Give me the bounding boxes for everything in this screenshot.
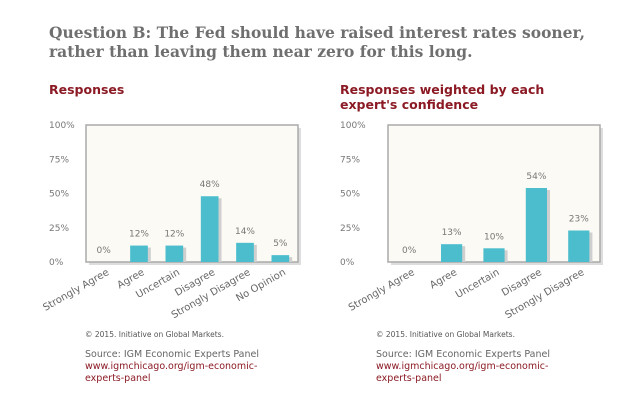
y-tick-label: 25%: [340, 224, 360, 234]
source-text: Source: IGM Economic Experts Panel: [376, 349, 550, 360]
data-label: 12%: [129, 230, 149, 240]
bar-disagree: [200, 196, 219, 262]
copyright-left: © 2015. Initiative on Global Markets.: [85, 330, 224, 339]
data-label: 54%: [526, 172, 546, 182]
source-link[interactable]: experts-panel: [376, 373, 442, 384]
bar-strongly-disagree: [236, 242, 254, 262]
x-tick-label: Agree: [428, 267, 459, 291]
x-tick-label: Strongly Agree: [41, 267, 111, 314]
source-link[interactable]: experts-panel: [85, 373, 151, 384]
data-label: 48%: [200, 180, 220, 190]
x-tick-label: Strongly Agree: [347, 267, 417, 314]
bar-agree: [130, 245, 148, 262]
bar-uncertain: [483, 248, 505, 262]
source-link[interactable]: www.igmchicago.org/igm-economic-: [85, 361, 258, 372]
x-tick-label: Strongly Disagree: [504, 267, 587, 321]
y-tick-label: 100%: [49, 121, 75, 131]
bar-strongly-disagree: [568, 230, 590, 262]
x-tick-label: Uncertain: [454, 267, 502, 301]
chart-title-responses: Responses: [49, 82, 125, 97]
data-label: 13%: [442, 228, 462, 238]
plot-area: [387, 124, 601, 263]
y-tick-label: 50%: [340, 190, 360, 200]
bar-no-opinion: [271, 255, 290, 262]
bar-agree: [441, 244, 463, 262]
copyright-right: © 2015. Initiative on Global Markets.: [376, 330, 515, 339]
data-label: 23%: [569, 214, 589, 224]
y-tick-label: 75%: [49, 155, 69, 165]
y-tick-label: 75%: [340, 155, 360, 165]
y-tick-label: 0%: [49, 258, 64, 268]
plot-area: [85, 124, 299, 263]
data-label: 0%: [402, 246, 417, 256]
source-text: Source: IGM Economic Experts Panel: [85, 349, 259, 360]
source-link[interactable]: www.igmchicago.org/igm-economic-: [376, 361, 549, 372]
question-title: Question B: The Fed should have raised i…: [49, 23, 585, 61]
data-label: 14%: [235, 227, 255, 237]
source-left: Source: IGM Economic Experts Panel www.i…: [85, 349, 259, 385]
y-tick-label: 50%: [49, 190, 69, 200]
data-label: 5%: [273, 239, 288, 249]
source-right: Source: IGM Economic Experts Panel www.i…: [376, 349, 550, 385]
bar-uncertain: [165, 245, 184, 262]
data-label: 0%: [97, 246, 112, 256]
data-label: 12%: [164, 230, 184, 240]
y-tick-label: 100%: [340, 121, 366, 131]
chart-title-weighted: Responses weighted by each expert's conf…: [340, 82, 545, 112]
data-label: 10%: [484, 232, 504, 242]
y-tick-label: 25%: [49, 224, 69, 234]
bar-disagree: [525, 188, 547, 262]
y-tick-label: 0%: [340, 258, 355, 268]
